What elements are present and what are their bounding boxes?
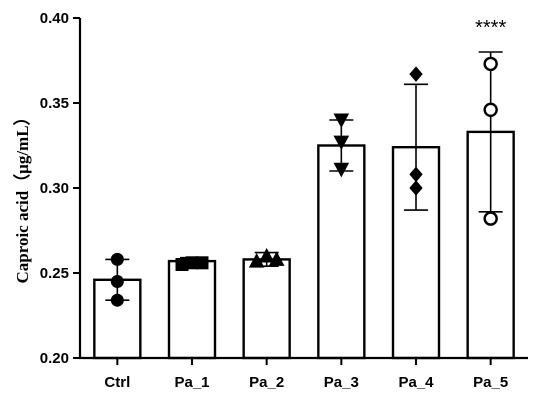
x-tick-label: Pa_4 [398, 374, 434, 391]
x-tick-label: Pa_2 [249, 374, 284, 391]
y-tick-label: 0.30 [40, 180, 69, 197]
x-tick-label: Pa_1 [174, 374, 209, 391]
x-tick-label: Ctrl [104, 374, 130, 391]
y-axis-label: Caproic acid（μg/mL） [12, 108, 32, 283]
data-point-pa_2 [258, 247, 275, 263]
error-bars-layer [105, 51, 503, 302]
data-point-pa_3 [333, 135, 350, 151]
bar-pa_2 [242, 258, 291, 360]
data-point-pa_1 [195, 256, 209, 270]
bars-layer [93, 130, 515, 360]
data-point-pa_5 [483, 211, 498, 226]
axes-layer [73, 17, 528, 365]
data-point-ctrl [110, 293, 124, 307]
bar-pa_3 [317, 144, 366, 360]
data-point-pa_4 [409, 180, 423, 196]
data-point-pa_5 [483, 102, 498, 118]
data-point-ctrl [110, 252, 124, 266]
x-tick-label: Pa_5 [473, 374, 508, 391]
y-tick-label: 0.35 [40, 95, 69, 112]
y-tick-label: 0.40 [40, 10, 69, 27]
significance-label: **** [475, 17, 506, 39]
bar-pa_1 [167, 259, 217, 360]
data-point-pa_5 [483, 56, 498, 72]
data-point-ctrl [110, 275, 124, 288]
y-tick-label: 0.20 [40, 350, 69, 367]
data-point-pa_4 [409, 66, 423, 82]
data-point-pa_3 [333, 113, 350, 129]
data-point-pa_2 [268, 251, 285, 266]
points-layer [110, 56, 498, 307]
x-tick-label: Pa_3 [324, 374, 359, 391]
data-point-pa_3 [333, 162, 350, 178]
labels-layer: 0.20 0.25 0.30 0.35 0.40 Ctrl Pa_1 Pa_2 Pa_3 Pa_4… [12, 10, 508, 391]
y-tick-label: 0.25 [40, 265, 69, 282]
